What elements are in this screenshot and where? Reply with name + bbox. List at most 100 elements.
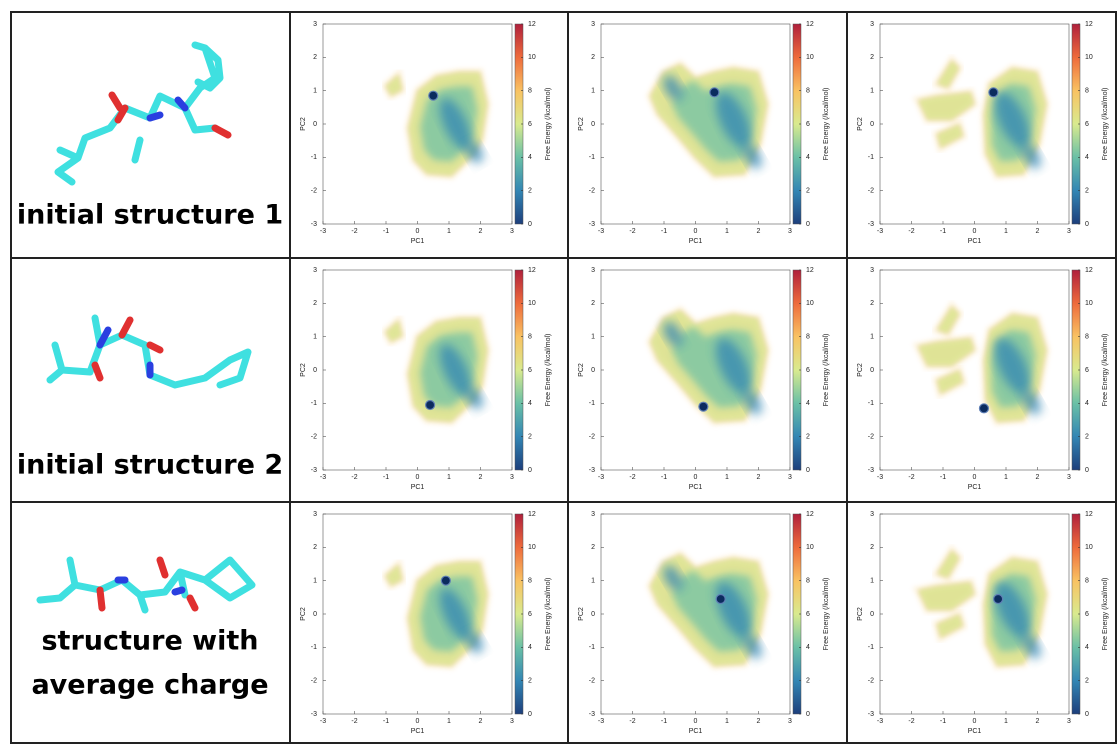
x-axis-label: PC1 (968, 728, 982, 735)
colorbar-tick-label: 8 (1085, 88, 1089, 95)
density-plot: -3-2-10123-3-2-10123PC1PC2024681012Free … (857, 511, 1109, 735)
x-axis-label: PC1 (689, 484, 703, 491)
x-axis-label: PC1 (689, 728, 703, 735)
y-tick-label: 0 (870, 611, 874, 618)
y-tick-label: -1 (868, 644, 874, 651)
y-tick-label: 0 (591, 611, 595, 618)
y-tick-label: 1 (870, 578, 874, 585)
colorbar-tick-label: 8 (806, 88, 810, 95)
colorbar-tick-label: 8 (1085, 578, 1089, 585)
y-axis-label: PC2 (578, 607, 585, 621)
colorbar-tick-label: 0 (806, 221, 810, 228)
x-tick-label: -3 (877, 718, 883, 725)
y-tick-label: 0 (870, 121, 874, 128)
structure-marker (429, 91, 438, 100)
colorbar-label: Free Energy (/kcal/mol) (1102, 334, 1109, 407)
colorbar-tick-label: 10 (806, 300, 814, 307)
colorbar-tick-label: 2 (1085, 188, 1089, 195)
y-axis-label: PC2 (300, 607, 307, 621)
colorbar-label: Free Energy (/kcal/mol) (823, 334, 830, 407)
x-tick-label: 0 (973, 474, 977, 481)
y-tick-label: -1 (311, 154, 317, 161)
colorbar-tick-label: 0 (806, 711, 810, 718)
colorbar-tick-label: 0 (806, 467, 810, 474)
y-tick-label: -1 (589, 644, 595, 651)
colorbar-tick-label: 12 (806, 21, 814, 28)
density-plot: -3-2-10123-3-2-10123PC1PC2024681012Free … (300, 21, 552, 245)
colorbar-tick-label: 6 (528, 611, 532, 618)
x-tick-label: 1 (447, 474, 451, 481)
x-tick-label: -1 (383, 718, 389, 725)
structure-marker (699, 402, 708, 411)
density-cloud (918, 60, 1047, 176)
x-tick-label: 0 (694, 718, 698, 725)
x-axis-label: PC1 (411, 238, 425, 245)
y-tick-label: 2 (591, 54, 595, 61)
y-tick-label: -2 (589, 188, 595, 195)
y-tick-label: 2 (870, 54, 874, 61)
colorbar-tick-label: 4 (528, 644, 532, 651)
colorbar-tick-label: 0 (528, 711, 532, 718)
y-tick-label: 2 (591, 544, 595, 551)
x-tick-label: 1 (725, 228, 729, 235)
y-tick-label: -1 (589, 400, 595, 407)
y-tick-label: 0 (313, 121, 317, 128)
y-tick-label: 0 (313, 367, 317, 374)
x-tick-label: 2 (1036, 228, 1040, 235)
y-tick-label: -1 (868, 154, 874, 161)
y-tick-label: 3 (591, 21, 595, 28)
y-tick-label: 1 (313, 578, 317, 585)
colorbar-tick-label: 4 (528, 154, 532, 161)
x-tick-label: -1 (661, 228, 667, 235)
colorbar-tick-label: 12 (806, 511, 814, 518)
x-tick-label: 1 (447, 718, 451, 725)
y-tick-label: 1 (313, 88, 317, 95)
colorbar-tick-label: 6 (806, 611, 810, 618)
y-tick-label: -1 (868, 400, 874, 407)
x-axis-label: PC1 (411, 728, 425, 735)
y-tick-label: 3 (591, 267, 595, 274)
y-tick-label: 3 (313, 511, 317, 518)
y-tick-label: 2 (313, 544, 317, 551)
plots: -3-2-10123-3-2-10123PC1PC2024681012Free … (300, 21, 1109, 735)
density-cloud (385, 318, 487, 422)
y-tick-label: 2 (313, 54, 317, 61)
x-tick-label: -1 (383, 474, 389, 481)
colorbar-tick-label: 10 (806, 54, 814, 61)
colorbar-tick-label: 6 (806, 367, 810, 374)
x-axis-label: PC1 (689, 238, 703, 245)
y-tick-label: 0 (591, 367, 595, 374)
y-tick-label: 1 (591, 334, 595, 341)
y-tick-label: 3 (313, 21, 317, 28)
x-tick-label: 3 (510, 228, 514, 235)
colorbar-tick-label: 8 (528, 334, 532, 341)
x-tick-label: -3 (598, 718, 604, 725)
y-tick-label: 3 (313, 267, 317, 274)
colorbar-tick-label: 8 (806, 578, 810, 585)
structure-marker (426, 401, 435, 410)
colorbar-tick-label: 2 (528, 434, 532, 441)
x-tick-label: -2 (629, 474, 635, 481)
x-tick-label: 2 (1036, 718, 1040, 725)
colorbar-tick-label: 12 (1085, 21, 1093, 28)
figure: initial structure 1initial structure 2st… (0, 0, 1117, 744)
x-tick-label: 3 (1067, 718, 1071, 725)
colorbar-tick-label: 8 (528, 88, 532, 95)
y-tick-label: -3 (589, 221, 595, 228)
y-tick-label: 1 (870, 334, 874, 341)
structure-marker (710, 88, 719, 97)
colorbar-tick-label: 0 (528, 221, 532, 228)
colorbar-tick-label: 4 (1085, 400, 1089, 407)
colorbar-tick-label: 2 (806, 188, 810, 195)
density-cloud (385, 562, 487, 666)
x-tick-label: 1 (1004, 228, 1008, 235)
colorbar-tick-label: 2 (1085, 434, 1089, 441)
x-tick-label: -1 (940, 718, 946, 725)
colorbar-tick-label: 10 (528, 544, 536, 551)
x-tick-label: 0 (416, 474, 420, 481)
colorbar-tick-label: 6 (1085, 367, 1089, 374)
x-tick-label: 2 (757, 474, 761, 481)
density-plot: -3-2-10123-3-2-10123PC1PC2024681012Free … (578, 511, 830, 735)
colorbar-tick-label: 10 (528, 300, 536, 307)
